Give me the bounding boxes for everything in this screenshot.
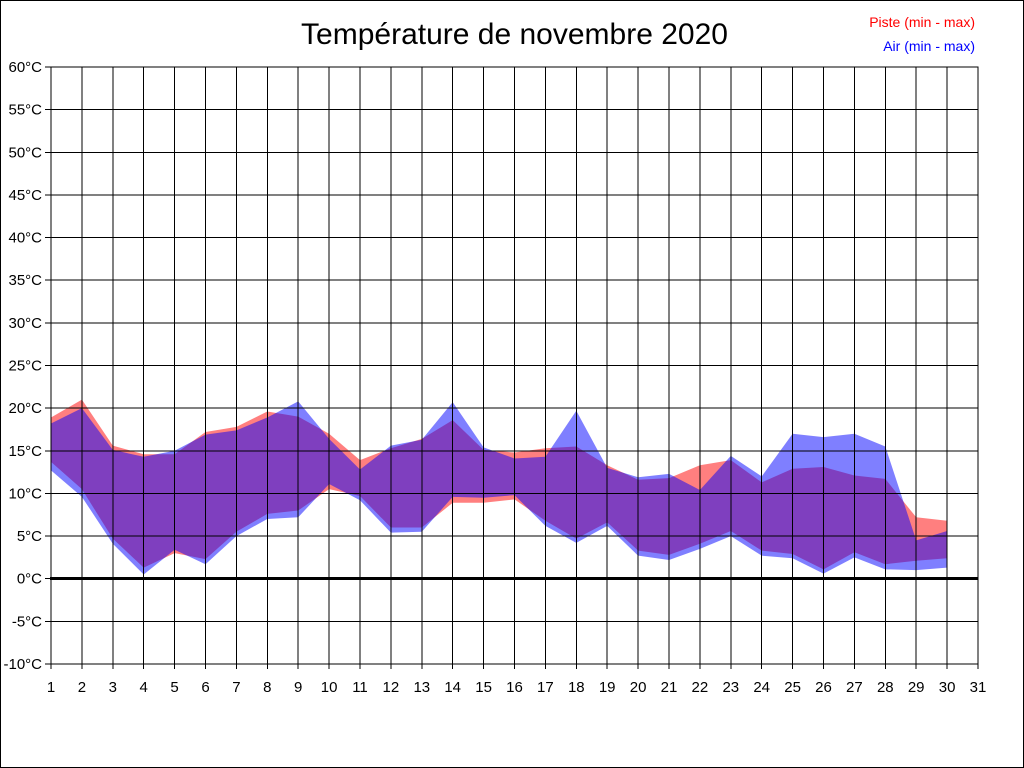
y-axis-tick-label: 60°C — [8, 59, 42, 76]
x-axis-tick-label: 31 — [970, 679, 987, 696]
x-axis-tick-label: 8 — [263, 679, 271, 696]
x-axis-tick-label: 28 — [877, 679, 894, 696]
legend-item-air: Air (min - max) — [883, 38, 975, 54]
x-axis-tick-label: 27 — [846, 679, 863, 696]
x-axis-tick-label: 16 — [506, 679, 523, 696]
y-axis-tick-label: -5°C — [12, 613, 42, 630]
chart-title: Température de novembre 2020 — [301, 18, 728, 51]
x-axis-labels: 1 2 3 4 5 6 7 8 9 10 11 12 13 14 15 16 17 18 19 20 21 22 23 24 2… — [47, 679, 987, 696]
x-axis-tick-label: 17 — [537, 679, 554, 696]
y-axis-tick-label: 35°C — [8, 272, 42, 289]
y-axis-tick-label: 50°C — [8, 144, 42, 161]
y-axis-tick-label: 15°C — [8, 443, 42, 460]
x-axis-tick-label: 21 — [661, 679, 678, 696]
x-axis-tick-label: 3 — [109, 679, 117, 696]
y-axis-tick-label: 20°C — [8, 400, 42, 417]
x-axis-tick-label: 19 — [599, 679, 616, 696]
x-axis-tick-label: 14 — [444, 679, 461, 696]
x-axis-tick-label: 13 — [413, 679, 430, 696]
y-axis-tick-label: 30°C — [8, 315, 42, 332]
y-axis-tick-label: 10°C — [8, 485, 42, 502]
x-axis-tick-label: 1 — [47, 679, 55, 696]
x-axis-tick-label: 5 — [170, 679, 178, 696]
axis-ticks — [45, 66, 979, 669]
x-axis-tick-label: 29 — [908, 679, 925, 696]
x-axis-tick-label: 24 — [753, 679, 770, 696]
x-axis-tick-label: 15 — [475, 679, 492, 696]
x-axis-tick-label: 30 — [939, 679, 956, 696]
y-axis-tick-label: 5°C — [17, 528, 42, 545]
x-axis-tick-label: 7 — [232, 679, 240, 696]
x-axis-tick-label: 26 — [815, 679, 832, 696]
x-axis-tick-label: 9 — [294, 679, 302, 696]
x-axis-tick-label: 12 — [383, 679, 400, 696]
air-band — [51, 401, 948, 575]
y-axis-labels: 60°C 55°C 50°C 45°C 40°C 35°C 30°C 25°C 20°C 15°C… — [3, 59, 42, 673]
legend-item-piste: Piste (min - max) — [869, 14, 975, 30]
x-axis-tick-label: 4 — [140, 679, 148, 696]
chart-legend: Piste (min - max) Air (min - max) — [869, 10, 975, 58]
y-axis-tick-label: 40°C — [8, 230, 42, 247]
x-axis-tick-label: 6 — [201, 679, 209, 696]
y-axis-tick-label: 55°C — [8, 102, 42, 119]
x-axis-tick-label: 18 — [568, 679, 585, 696]
x-axis-tick-label: 20 — [630, 679, 647, 696]
x-axis-tick-label: 10 — [321, 679, 338, 696]
x-axis-tick-label: 22 — [692, 679, 709, 696]
y-axis-tick-label: -10°C — [3, 656, 42, 673]
x-axis-tick-label: 23 — [722, 679, 739, 696]
x-axis-tick-label: 2 — [78, 679, 86, 696]
grid — [50, 66, 979, 665]
y-axis-tick-label: 25°C — [8, 358, 42, 375]
y-axis-tick-label: 45°C — [8, 187, 42, 204]
y-axis-tick-label: 0°C — [17, 571, 42, 588]
x-axis-tick-label: 11 — [352, 679, 368, 696]
series-bands — [51, 399, 948, 575]
x-axis-tick-label: 25 — [784, 679, 801, 696]
